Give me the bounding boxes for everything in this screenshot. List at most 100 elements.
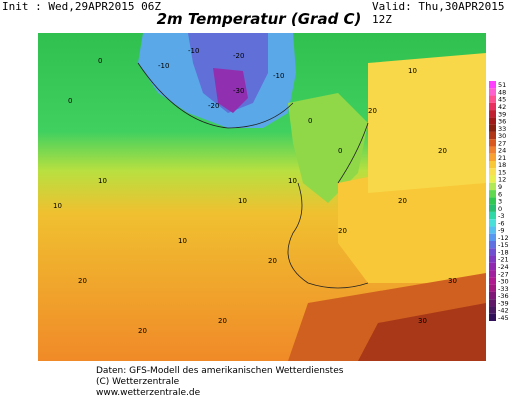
legend-label: -9 [498, 227, 504, 235]
scandinavia-region [288, 93, 368, 203]
legend-label: -21 [498, 256, 509, 264]
legend-swatch [489, 182, 496, 191]
legend-label: -33 [498, 285, 509, 293]
legend-swatch [489, 81, 496, 89]
isotherm-label: 20 [438, 147, 447, 155]
isotherm-label: 10 [238, 197, 247, 205]
legend-label: 33 [498, 125, 506, 133]
isotherm-label: 10 [53, 202, 62, 210]
isotherm-label: -30 [233, 87, 244, 95]
legend-label: 6 [498, 190, 502, 198]
legend-swatch [489, 299, 496, 307]
isotherm-label: 20 [138, 327, 147, 335]
legend-swatch [489, 153, 496, 161]
legend-swatch [489, 190, 496, 198]
isotherm-label: 20 [268, 257, 277, 265]
legend-label: 42 [498, 103, 506, 111]
legend-label: -6 [498, 219, 504, 227]
legend-swatch [489, 131, 496, 140]
coldest-region [213, 68, 248, 113]
legend-label: -39 [498, 299, 509, 307]
legend-swatch [489, 168, 496, 176]
legend-swatch [489, 95, 496, 103]
isotherm-label: 20 [338, 227, 347, 235]
legend-swatch [489, 102, 496, 111]
legend-swatch [489, 197, 496, 205]
legend-label: -45 [498, 314, 509, 321]
legend-swatch [489, 117, 496, 125]
isotherm-label: 20 [368, 107, 377, 115]
legend-label: 39 [498, 110, 506, 118]
credit-source: Daten: GFS-Modell des amerikanischen Wet… [96, 366, 344, 376]
legend-label: 9 [498, 183, 502, 191]
legend-swatch [489, 175, 496, 183]
legend-swatch [489, 211, 496, 220]
legend-swatch [489, 255, 496, 263]
legend-label: -27 [498, 270, 509, 278]
legend-swatch [489, 270, 496, 278]
legend-label: 12 [498, 176, 506, 184]
legend-swatch [489, 124, 496, 132]
legend-label: 18 [498, 161, 506, 169]
east-region [368, 53, 486, 193]
legend-label: 45 [498, 96, 506, 104]
isotherm-label: 10 [408, 67, 417, 75]
isotherm-label: 0 [68, 97, 72, 105]
legend-label: -15 [498, 241, 509, 249]
isotherm-label: -10 [188, 47, 199, 55]
legend-swatch [489, 284, 496, 292]
legend-label: 24 [498, 147, 506, 155]
legend-swatch [489, 262, 496, 271]
legend-label: 0 [498, 205, 502, 213]
isotherm-label: 10 [178, 237, 187, 245]
legend-label: -42 [498, 307, 509, 315]
legend-swatch [489, 277, 496, 285]
isotherm-label: 20 [218, 317, 227, 325]
map-title: 2m Temperatur (Grad C) [156, 10, 362, 28]
legend-swatch [489, 291, 496, 300]
legend-label: -36 [498, 292, 509, 300]
legend-swatch [489, 204, 496, 212]
legend-label: 3 [498, 198, 502, 206]
isotherm-label: 10 [288, 177, 297, 185]
legend-swatch [489, 146, 496, 154]
legend-label: 15 [498, 168, 506, 176]
legend-swatch [489, 248, 496, 256]
isotherm-label: 0 [308, 117, 312, 125]
legend-label: 48 [498, 88, 506, 96]
legend-label: 30 [498, 132, 506, 140]
credit-url: www.wetterzentrale.de [96, 388, 201, 398]
init-time: Init : Wed,29APR2015 06Z [2, 0, 161, 13]
legend-swatch [489, 233, 496, 241]
legend-swatch [489, 161, 496, 169]
color-scale-legend: 51484542393633302724211815129630-3-6-9-1… [489, 81, 509, 321]
legend-swatch [489, 110, 496, 118]
credit-copyright: (C) Wetterzentrale [96, 377, 180, 387]
isotherm-label: 20 [398, 197, 407, 205]
legend-label: -24 [498, 263, 509, 271]
isotherm-label: 30 [448, 277, 457, 285]
legend-swatch [489, 88, 496, 96]
legend-swatch [489, 306, 496, 314]
legend-swatch [489, 241, 496, 249]
isotherm-labels: -10 -10 -20 -30 -10 -20 0 0 0 10 10 10 10 20 20 20 20 20 2… [53, 47, 457, 335]
sahara-hot-region [358, 303, 486, 361]
isotherm-label: -10 [158, 62, 169, 70]
legend-label: 27 [498, 139, 506, 147]
legend-label: 36 [498, 118, 506, 126]
isotherm-label: 30 [418, 317, 427, 325]
valid-time: Valid: Thu,30APR2015 12Z [372, 0, 505, 26]
legend-label: 51 [498, 81, 506, 89]
legend-swatch [489, 226, 496, 234]
isotherm-label: -20 [208, 102, 219, 110]
legend-label: -12 [498, 234, 509, 242]
legend-swatch [489, 139, 496, 147]
isotherm-label: 0 [98, 57, 102, 65]
isotherm-label: 10 [98, 177, 107, 185]
temperature-map: -10 -10 -20 -30 -10 -20 0 0 0 10 10 10 10 20 20 20 20 20 2… [38, 33, 486, 361]
isotherm-label: -20 [233, 52, 244, 60]
coastline [137, 62, 369, 289]
legend-swatch [489, 219, 496, 227]
legend-label: -3 [498, 212, 504, 220]
isotherm-label: 20 [78, 277, 87, 285]
